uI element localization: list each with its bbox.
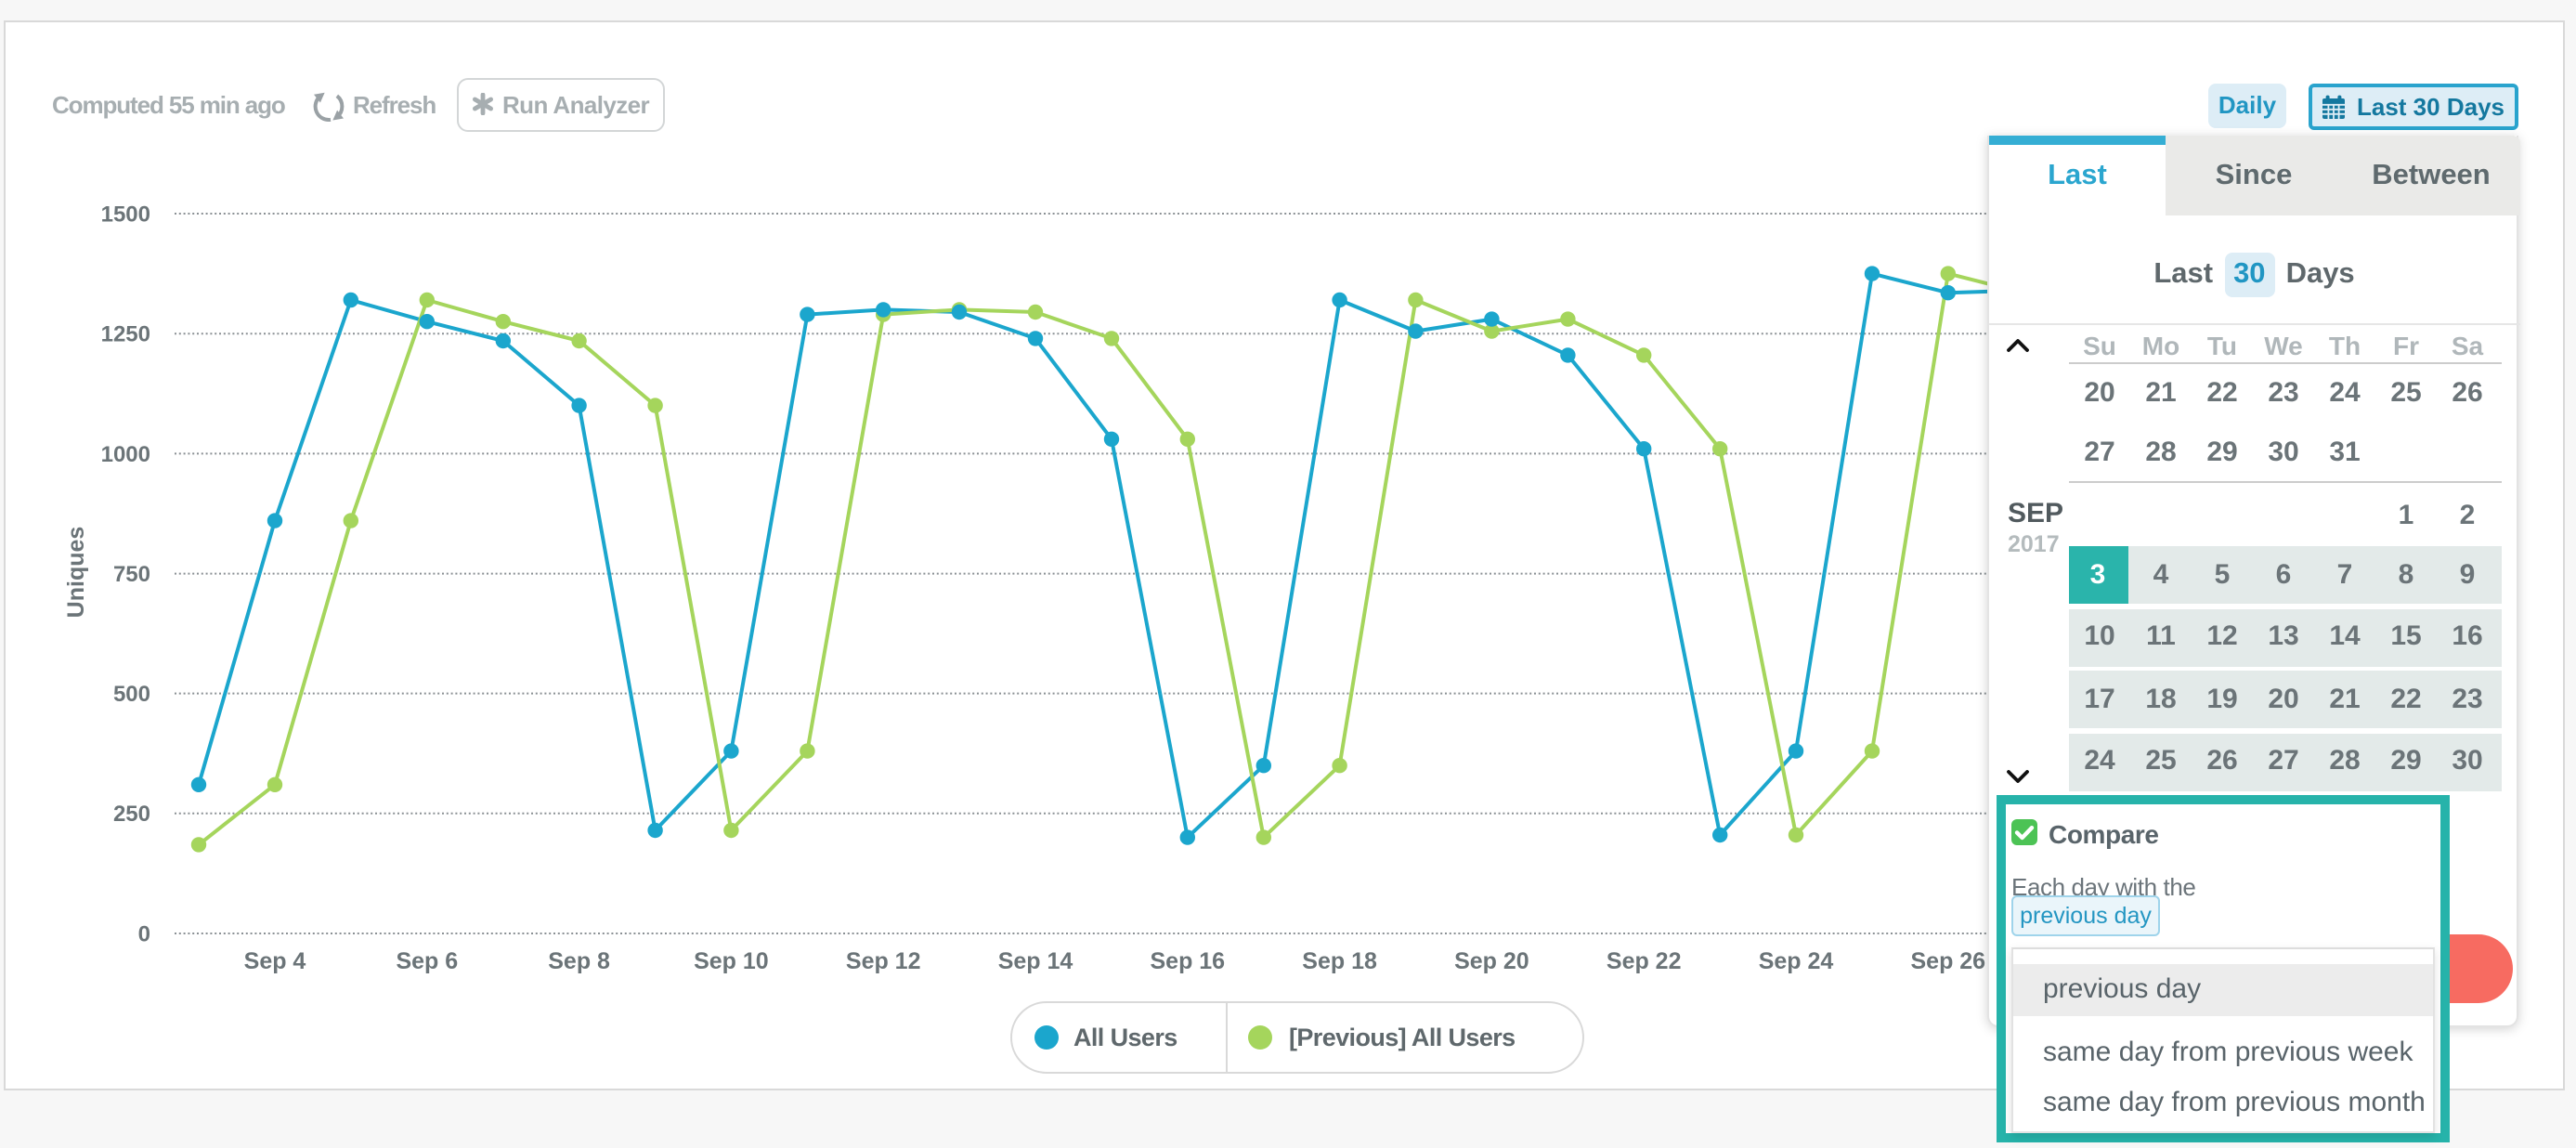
svg-text:250: 250 <box>113 802 150 827</box>
svg-text:Sep 4: Sep 4 <box>244 948 306 974</box>
svg-text:500: 500 <box>113 682 150 707</box>
svg-text:0: 0 <box>138 921 150 946</box>
svg-text:750: 750 <box>113 562 150 587</box>
svg-text:Sep 8: Sep 8 <box>548 948 610 974</box>
svg-text:Sep 6: Sep 6 <box>396 948 458 974</box>
svg-text:1500: 1500 <box>101 202 150 227</box>
svg-text:Sep 12: Sep 12 <box>846 948 921 974</box>
svg-text:Sep 18: Sep 18 <box>1302 948 1377 974</box>
svg-text:Sep 24: Sep 24 <box>1759 948 1834 974</box>
svg-text:Sep 10: Sep 10 <box>694 948 769 974</box>
svg-text:1000: 1000 <box>101 442 150 467</box>
svg-text:Sep 14: Sep 14 <box>998 948 1073 974</box>
svg-text:Sep 26: Sep 26 <box>1910 948 1985 974</box>
svg-text:Uniques: Uniques <box>63 527 89 619</box>
svg-text:Sep 22: Sep 22 <box>1607 948 1682 974</box>
svg-text:1250: 1250 <box>101 322 150 347</box>
svg-text:Sep 20: Sep 20 <box>1454 948 1529 974</box>
svg-text:Sep 16: Sep 16 <box>1150 948 1225 974</box>
